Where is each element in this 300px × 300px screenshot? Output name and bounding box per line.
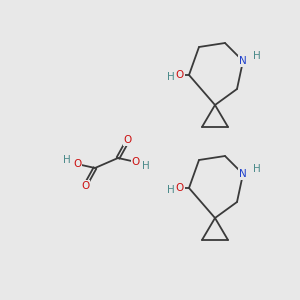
Text: H: H: [167, 72, 175, 82]
Text: O: O: [81, 181, 89, 191]
Text: O: O: [124, 135, 132, 145]
Text: H: H: [63, 155, 71, 165]
Text: H: H: [253, 51, 261, 61]
Text: N: N: [239, 169, 247, 179]
Text: H: H: [253, 164, 261, 174]
Text: H: H: [167, 185, 175, 195]
Text: O: O: [176, 70, 184, 80]
Text: H: H: [142, 161, 150, 171]
Text: O: O: [176, 183, 184, 193]
Text: O: O: [73, 159, 81, 169]
Text: N: N: [239, 56, 247, 66]
Text: O: O: [132, 157, 140, 167]
